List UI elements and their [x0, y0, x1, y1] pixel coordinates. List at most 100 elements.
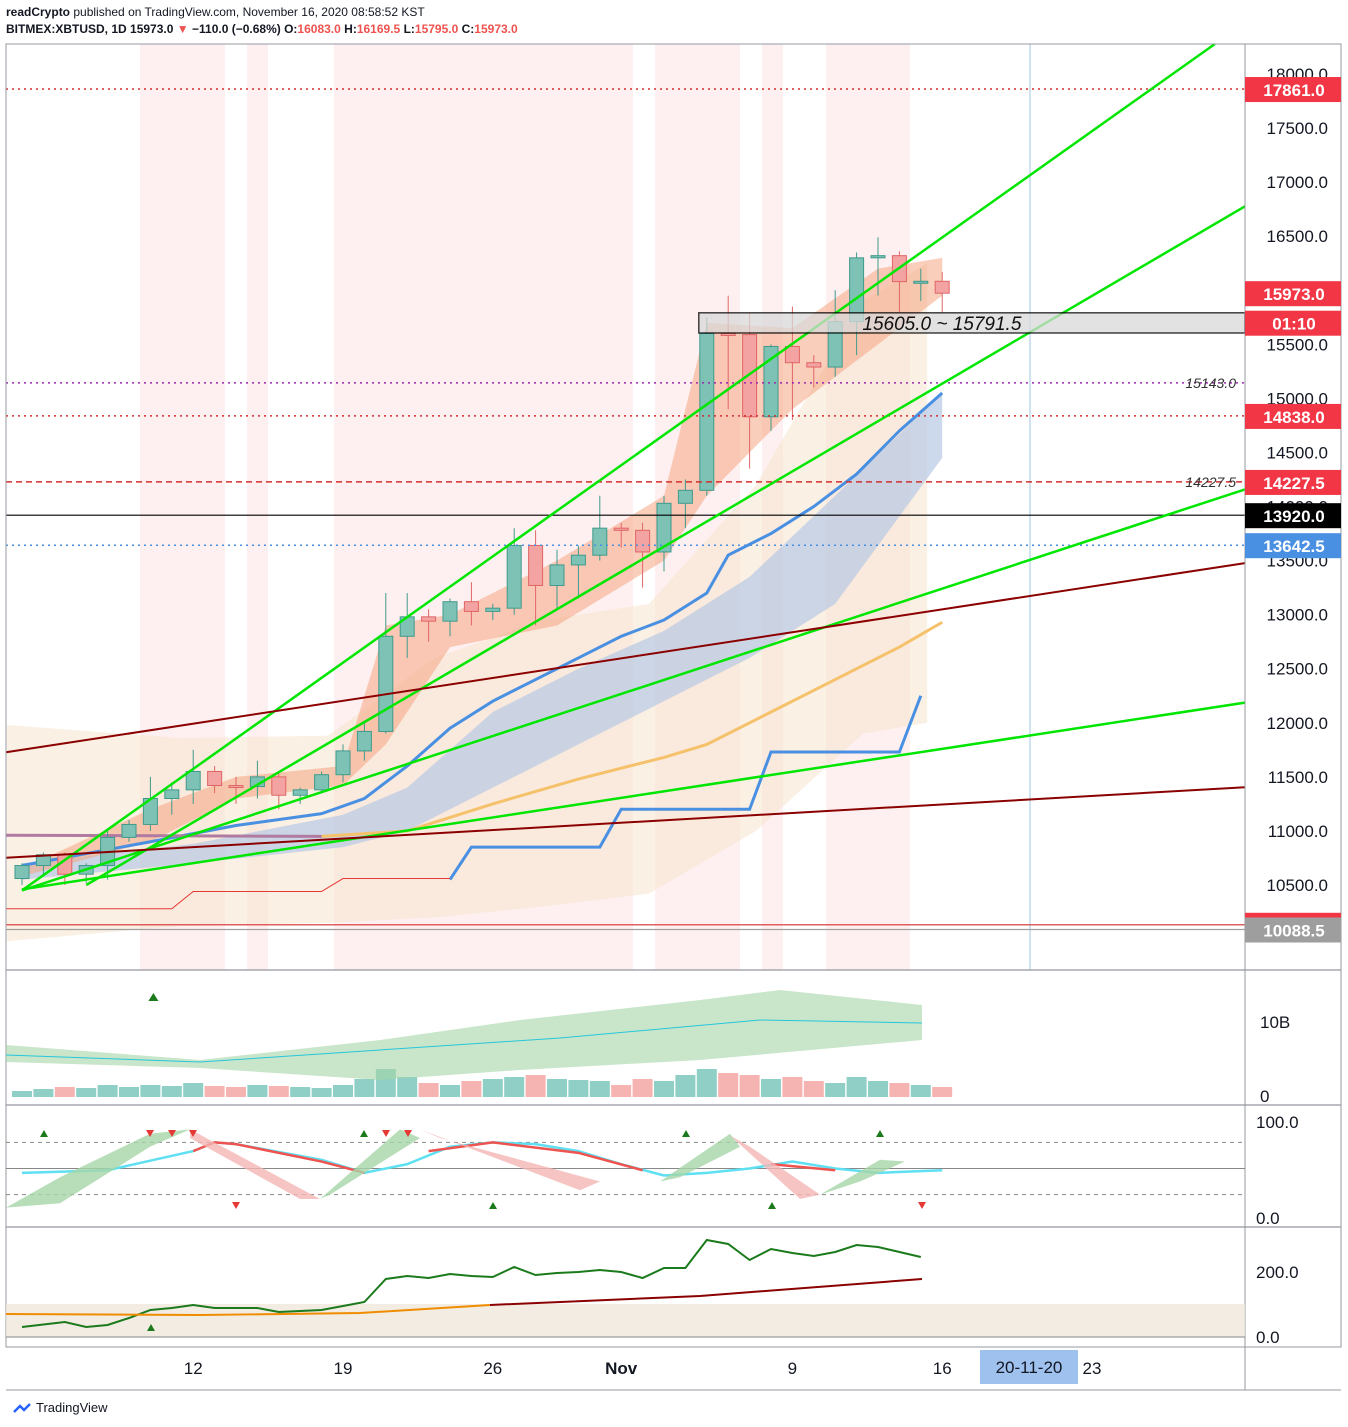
oscillator-ribbon-down — [190, 1129, 320, 1199]
volume-cloud — [6, 990, 922, 1080]
price-tick-label: 11500.0 — [1268, 768, 1328, 787]
trend-line — [21, 701, 1246, 891]
buy-arrow-icon — [360, 1130, 368, 1137]
volume-bar — [140, 1085, 161, 1097]
author-name[interactable]: readCrypto — [6, 5, 71, 19]
volume-tick-label: 0 — [1260, 1087, 1269, 1106]
close-label: C: — [461, 22, 475, 36]
channel-line — [5, 562, 1246, 754]
published-text: published on TradingView.com, November 1… — [73, 5, 425, 19]
volume-bar — [611, 1085, 632, 1097]
obv-tick-label: 0.0 — [1256, 1328, 1280, 1347]
candle-body — [378, 635, 394, 732]
slow-moving-average-line — [321, 620, 943, 838]
candle-body — [635, 529, 651, 553]
candle-body — [485, 607, 501, 612]
buy-arrow-icon — [147, 1324, 155, 1331]
down-arrow-icon: ▼ — [176, 22, 189, 36]
volume-bar — [910, 1085, 931, 1097]
footer-brand: TradingView — [36, 1400, 108, 1415]
oscillator-line — [21, 1141, 943, 1177]
tradingview-icon — [13, 1402, 31, 1413]
candle-body — [720, 333, 736, 337]
volume-bar — [161, 1086, 182, 1097]
candle-body — [421, 616, 437, 622]
volume-bar — [440, 1085, 460, 1097]
volume-bar — [803, 1081, 824, 1097]
candle-body — [207, 770, 223, 787]
candle-body — [228, 785, 244, 789]
purple-ma-segment — [5, 833, 322, 838]
volume-tick-label: 10B — [1260, 1013, 1290, 1032]
candle-body — [121, 823, 137, 838]
buy-signal-icon — [148, 993, 159, 1001]
candle-body — [806, 362, 822, 368]
candle-body — [913, 280, 929, 284]
oscillator-ribbon-up — [320, 1129, 420, 1199]
price-badge — [1245, 917, 1341, 943]
channel-line — [5, 786, 1246, 859]
price-badge-label: 13920.0 — [1263, 507, 1324, 526]
oscillator-tick-label: 0.0 — [1256, 1209, 1280, 1228]
moving-average-line — [21, 391, 944, 868]
candle-body — [742, 334, 758, 418]
trend-line — [21, 488, 1246, 892]
zone-label: 15605.0 ~ 15791.5 — [862, 314, 1021, 335]
oscillator-ribbon-up — [660, 1133, 740, 1182]
chart-header: readCrypto published on TradingView.com,… — [0, 0, 1348, 40]
volume-bar — [547, 1079, 567, 1097]
volume-bar — [226, 1087, 246, 1097]
ohlc-legend: BITMEX:XBTUSD, 1D 15973.0 ▼ −110.0 (−0.6… — [6, 22, 518, 36]
candle-body — [185, 770, 201, 791]
cursor-date-badge — [980, 1350, 1078, 1384]
price-tick-label: 17000.0 — [1267, 173, 1328, 192]
time-tick-label: 19 — [334, 1359, 353, 1378]
price-badge — [1245, 503, 1341, 529]
symbol-label[interactable]: BITMEX:XBTUSD, 1D — [6, 22, 127, 36]
volume-bar — [183, 1083, 204, 1097]
time-tick-label: 9 — [788, 1359, 797, 1378]
time-tick-label: 23 — [1083, 1359, 1102, 1378]
volume-bar — [782, 1077, 803, 1097]
candle-body — [570, 554, 586, 566]
level-label: 15143.0 — [1185, 375, 1236, 391]
volume-bar — [846, 1077, 867, 1097]
volume-bar — [97, 1085, 118, 1097]
volume-ma-line — [5, 1019, 923, 1063]
oscillator-ribbon-down — [730, 1135, 820, 1199]
buy-arrow-icon — [40, 1130, 48, 1137]
volume-bar — [632, 1079, 653, 1097]
price-badge — [1245, 403, 1341, 429]
candle-body — [870, 255, 886, 259]
sell-arrow-icon — [232, 1202, 240, 1209]
candle-body — [677, 489, 693, 504]
volume-bar — [589, 1081, 610, 1097]
candle-body — [463, 601, 479, 612]
buy-arrow-icon — [682, 1130, 690, 1137]
sell-arrow-icon — [404, 1130, 412, 1137]
volume-bar — [868, 1081, 888, 1097]
volume-bar — [333, 1085, 353, 1097]
time-tick-label: 16 — [933, 1359, 952, 1378]
candle-body — [784, 345, 800, 364]
publish-info: readCrypto published on TradingView.com,… — [6, 5, 425, 19]
volume-bar — [461, 1081, 482, 1097]
obv-ma-line — [5, 1304, 491, 1317]
volume-bar — [33, 1089, 54, 1097]
candle-body — [292, 789, 308, 796]
sell-arrow-icon — [146, 1130, 154, 1137]
stop-step-line — [6, 878, 450, 910]
price-tick-label: 12000.0 — [1267, 714, 1328, 733]
price-change: −110.0 (−0.68%) — [192, 22, 281, 36]
volume-bar — [12, 1091, 32, 1097]
time-tick-label: Nov — [605, 1359, 638, 1378]
oscillator-down-line — [770, 1162, 836, 1172]
envelope-area — [7, 263, 928, 942]
obv-tick-label: 200.0 — [1256, 1263, 1299, 1282]
price-tick-label: 15000.0 — [1267, 389, 1328, 408]
tradingview-logo[interactable]: TradingView — [12, 1400, 108, 1415]
chart-canvas[interactable]: 15143.0 14227.5 15605.0 ~ 15791.5 10500.0 1… — [0, 40, 1348, 1397]
volume-bar — [54, 1087, 75, 1097]
time-tick-label: 26 — [483, 1359, 502, 1378]
volume-bar — [482, 1079, 503, 1097]
